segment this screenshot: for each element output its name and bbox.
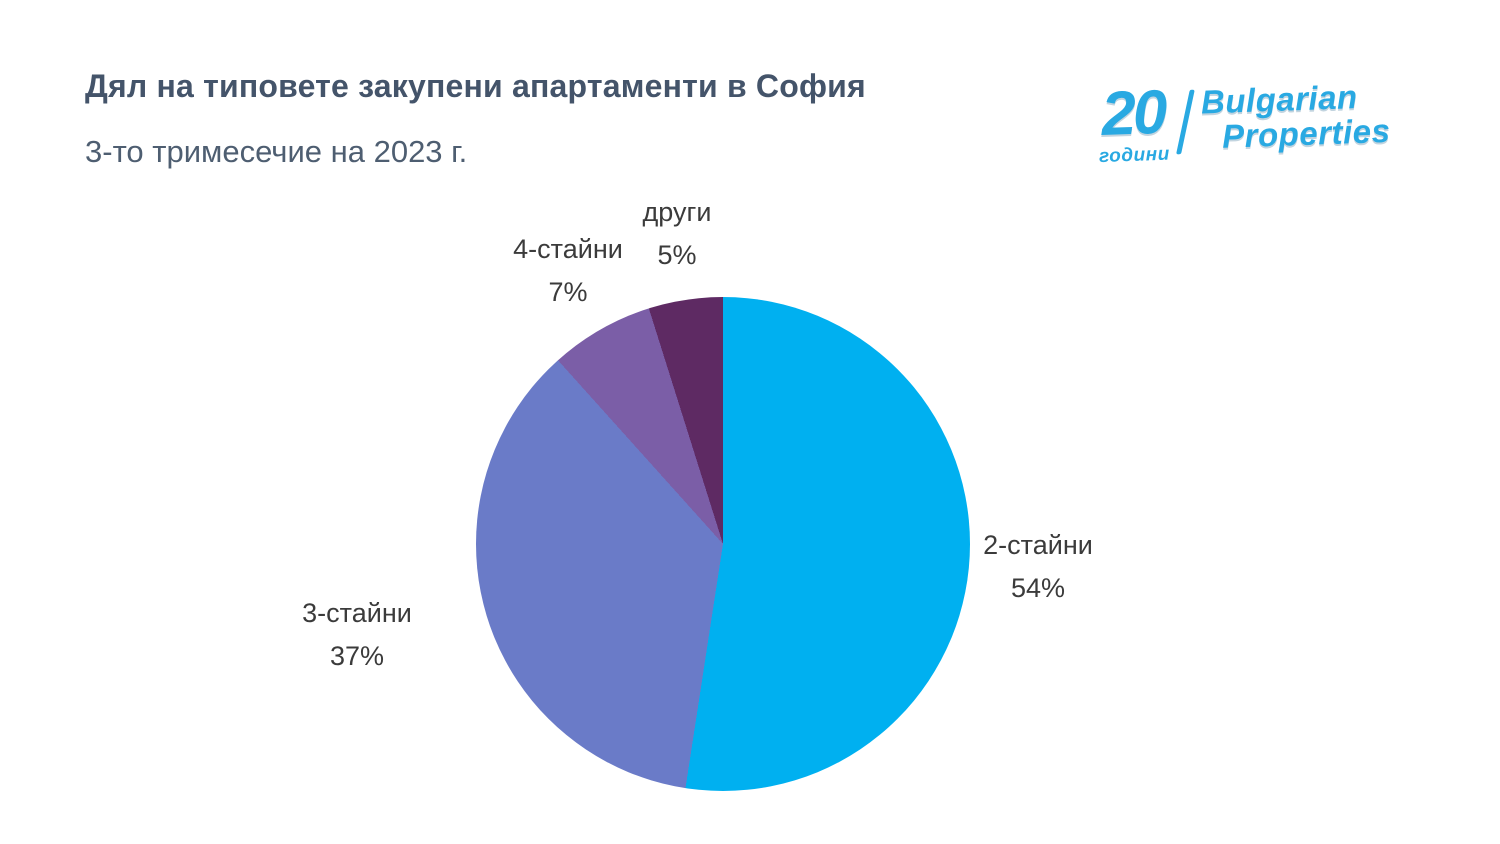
brand-logo: 20 години Bulgarian Properties — [1097, 77, 1392, 168]
slice-percent: 37% — [329, 641, 385, 672]
slice-name: други — [642, 197, 712, 227]
logo-brand-name: Bulgarian Properties — [1200, 78, 1391, 155]
slice-label-3-stayni: 3-стайни 37% — [267, 592, 447, 678]
pie-chart — [476, 297, 970, 791]
chart-title: Дял на типовете закупени апартаменти в С… — [85, 68, 866, 104]
slice-percent: 5% — [657, 240, 697, 271]
slice-percent: 54% — [1010, 573, 1066, 604]
slice-label-2-stayni: 2-стайни 54% — [948, 524, 1128, 610]
slice-label-drugi: други 5% — [587, 191, 767, 277]
slice-name: 4-стайни — [513, 234, 623, 264]
logo-years-number: 20 — [1100, 77, 1166, 149]
logo-years-label: години — [1098, 143, 1171, 167]
logo-brand-line2: Properties — [1221, 111, 1391, 155]
slice-name: 2-стайни — [983, 530, 1093, 560]
slice-percent: 7% — [548, 277, 588, 308]
chart-subtitle: 3-то тримесечие на 2023 г. — [85, 134, 468, 169]
logo-divider — [1175, 89, 1195, 155]
slice-label-4-stayni: 4-стайни 7% — [478, 228, 658, 314]
slice-name: 3-стайни — [302, 598, 412, 628]
logo-years-block: 20 години — [1097, 77, 1171, 168]
